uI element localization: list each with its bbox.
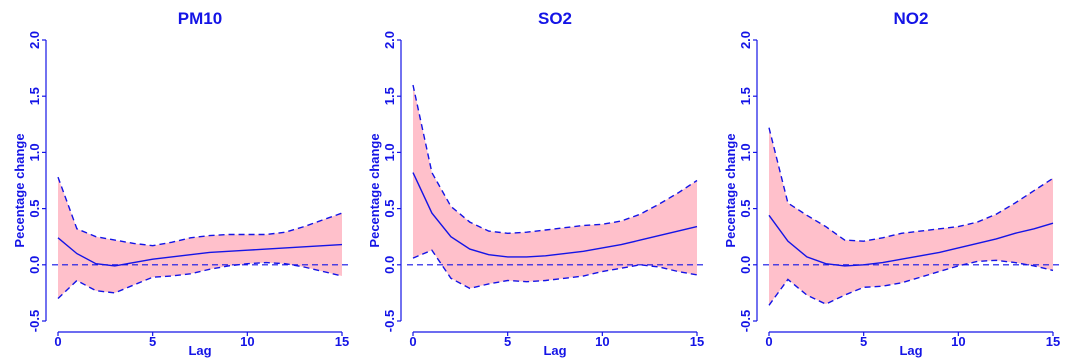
y-tick-label: 2.0 — [738, 31, 753, 49]
y-tick-label: -0.5 — [382, 310, 397, 332]
x-tick-label: 0 — [409, 334, 416, 349]
x-axis-label: Lag — [188, 343, 211, 358]
y-tick-label: 2.0 — [27, 31, 42, 49]
confidence-band — [413, 85, 697, 289]
confidence-band — [769, 127, 1053, 306]
chart-panel-2: 0 5 10 15 Lag -0.5 0.0 0.5 1.0 1.5 2.0 Pecentage ch… — [367, 9, 704, 358]
y-axis-label: Pecentage change — [367, 133, 382, 247]
x-tick-label: 10 — [240, 334, 254, 349]
upper-bound-line — [412, 84, 698, 235]
y-tick-label: 0.5 — [382, 200, 397, 218]
estimate-line — [412, 172, 698, 258]
chart-title: NO2 — [894, 9, 929, 28]
upper-bound-line — [57, 176, 343, 247]
y-tick-label: 0.5 — [738, 200, 753, 218]
y-axis-label: Pecentage change — [723, 133, 738, 247]
x-tick-label: 5 — [860, 334, 867, 349]
estimate-line — [768, 214, 1054, 267]
x-tick-label: 5 — [149, 334, 156, 349]
x-tick-label: 15 — [335, 334, 349, 349]
x-tick-label: 15 — [1046, 334, 1060, 349]
lower-bound-line — [57, 261, 343, 300]
y-tick-label: 1.0 — [382, 143, 397, 161]
y-tick-label: 0.0 — [27, 256, 42, 274]
x-axis-label: Lag — [899, 343, 922, 358]
y-tick-label: 0.0 — [382, 256, 397, 274]
estimate-line — [57, 237, 343, 267]
lower-bound-line — [768, 259, 1054, 306]
y-axis-label: Pecentage change — [12, 133, 27, 247]
x-tick-label: 15 — [690, 334, 704, 349]
y-tick-label: -0.5 — [27, 310, 42, 332]
chart-panel-1: 0 5 10 15 Lag -0.5 0.0 0.5 1.0 1.5 2.0 Pecentage ch… — [12, 9, 349, 358]
x-tick-label: 10 — [595, 334, 609, 349]
confidence-band — [58, 177, 342, 299]
y-tick-label: -0.5 — [738, 310, 753, 332]
chart-title: PM10 — [178, 9, 222, 28]
y-tick-label: 0.0 — [738, 256, 753, 274]
x-tick-label: 5 — [504, 334, 511, 349]
chart-panel-3: 0 5 10 15 Lag -0.5 0.0 0.5 1.0 1.5 2.0 Pecentage ch… — [723, 9, 1060, 358]
x-axis-label: Lag — [543, 343, 566, 358]
y-tick-label: 2.0 — [382, 31, 397, 49]
lower-bound-line — [412, 249, 698, 290]
x-tick-label: 0 — [765, 334, 772, 349]
y-tick-label: 1.5 — [27, 87, 42, 105]
chart-title: SO2 — [538, 9, 572, 28]
y-tick-label: 1.0 — [27, 143, 42, 161]
y-tick-label: 0.5 — [27, 200, 42, 218]
upper-bound-line — [768, 127, 1054, 242]
y-tick-label: 1.0 — [738, 143, 753, 161]
x-tick-label: 10 — [951, 334, 965, 349]
y-tick-label: 1.5 — [382, 87, 397, 105]
y-tick-label: 1.5 — [738, 87, 753, 105]
x-tick-label: 0 — [54, 334, 61, 349]
